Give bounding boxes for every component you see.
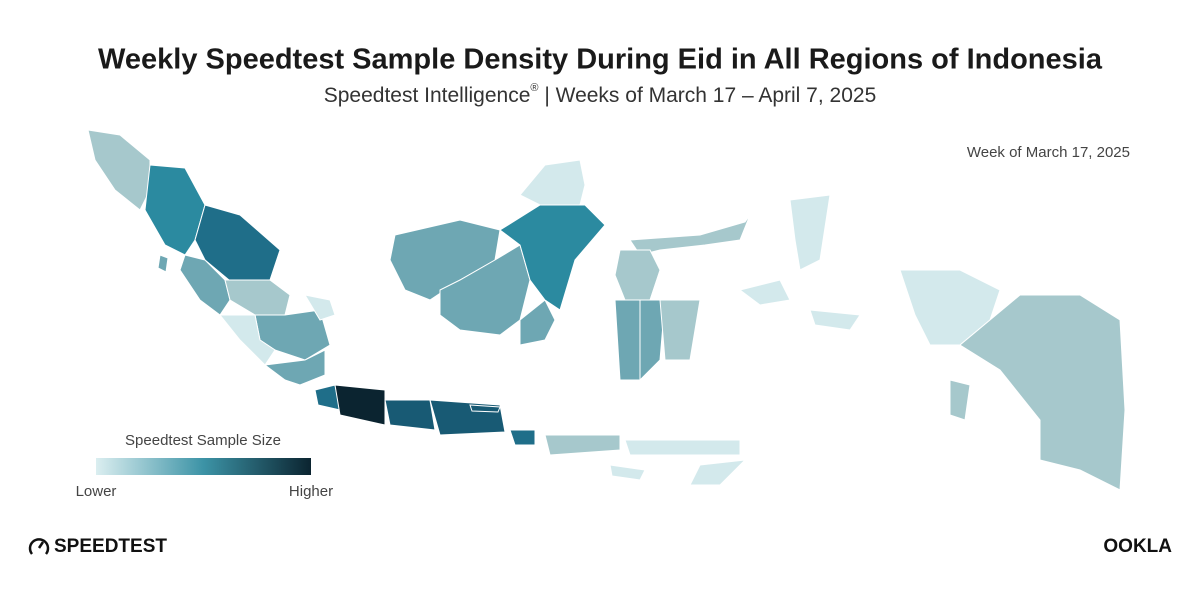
- region: [144, 164, 206, 256]
- region: [519, 159, 586, 206]
- region: [789, 194, 831, 271]
- regions: [87, 129, 1126, 491]
- region: [614, 249, 661, 301]
- region: [224, 279, 291, 316]
- speedtest-wordmark: SPEEDTEST: [54, 536, 167, 557]
- title: Weekly Speedtest Sample Density During E…: [98, 44, 1103, 76]
- subtitle-rest: | Weeks of March 17 – April 7, 2025: [539, 84, 877, 107]
- logo-needle: [37, 541, 45, 549]
- region: [439, 244, 531, 336]
- region: [263, 349, 326, 386]
- week-label: Week of March 17, 2025: [967, 144, 1130, 161]
- legend-gradient: [96, 458, 311, 475]
- region: [609, 464, 646, 481]
- region: [659, 299, 701, 361]
- region: [544, 434, 621, 456]
- region: [429, 399, 506, 436]
- region: [469, 404, 501, 413]
- region: [334, 384, 386, 426]
- legend-high: Higher: [289, 483, 333, 500]
- region: [629, 214, 751, 256]
- legend-low: Lower: [76, 483, 117, 500]
- subtitle-brand: Speedtest Intelligence: [324, 84, 531, 107]
- region: [519, 299, 556, 346]
- subtitle-mark: ®: [530, 82, 538, 94]
- legend-title: Speedtest Sample Size: [125, 432, 281, 449]
- region: [218, 314, 276, 366]
- region: [384, 399, 436, 431]
- ookla-wordmark: OOKLA: [1103, 536, 1172, 557]
- region: [179, 254, 231, 316]
- region: [959, 294, 1126, 491]
- speedtest-logo: SPEEDTEST: [28, 536, 167, 557]
- region: [809, 309, 861, 331]
- region: [738, 279, 791, 306]
- region: [624, 439, 741, 456]
- region: [949, 379, 971, 421]
- subtitle: Speedtest Intelligence® | Weeks of March…: [324, 82, 877, 107]
- region: [303, 294, 336, 321]
- region: [157, 254, 169, 273]
- logo-gauge: [28, 538, 50, 555]
- region: [509, 429, 536, 446]
- region: [87, 129, 151, 211]
- region: [689, 459, 747, 486]
- region: [614, 299, 641, 381]
